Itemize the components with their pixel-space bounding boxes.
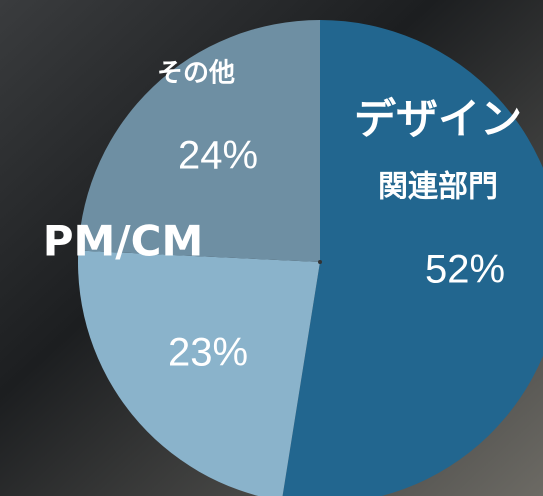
- slice-label: PM/CM: [43, 217, 204, 266]
- slice-label: デザイン: [354, 95, 522, 144]
- pie-center: [318, 260, 322, 264]
- value-label: 24%: [178, 134, 258, 178]
- slice-label: その他: [157, 59, 235, 89]
- value-label: 52%: [425, 248, 505, 292]
- slice-label: 関連部門: [378, 170, 498, 205]
- value-label: 23%: [168, 331, 248, 375]
- chart: デザイン関連部門 52% PM/CM 23% その他 24%: [0, 0, 543, 496]
